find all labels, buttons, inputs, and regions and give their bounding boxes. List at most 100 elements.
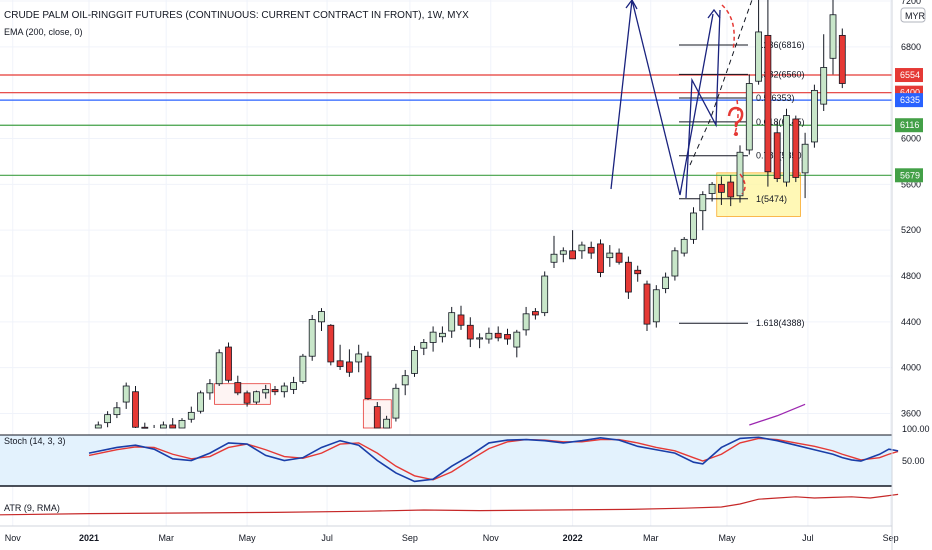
- candle: [755, 0, 762, 85]
- candle: [652, 285, 660, 328]
- fib-label: 1(5474): [756, 194, 787, 204]
- price-tag-6116: 6116: [895, 118, 923, 133]
- price-tick: 6000: [901, 134, 921, 144]
- arrowhead-right: [707, 8, 721, 19]
- chart-header: CRUDE PALM OIL-RINGGIT FUTURES (CONTINUO…: [4, 10, 469, 37]
- ema-line: [749, 403, 806, 426]
- candle: [373, 402, 381, 429]
- fib-label: 1.618(4388): [756, 318, 805, 328]
- candle: [215, 349, 223, 387]
- candle: [113, 402, 121, 419]
- candle: [429, 326, 437, 352]
- candle: [680, 237, 688, 257]
- candle: [438, 326, 446, 343]
- candle: [308, 314, 316, 361]
- candle: [345, 349, 353, 377]
- trend-drawings[interactable]: [610, 0, 753, 199]
- candle: [587, 241, 595, 259]
- fib-label: 0.618(6145): [756, 117, 805, 127]
- red-dashed-arc-1: [721, 4, 735, 51]
- candle: [634, 265, 642, 282]
- candlesticks: [94, 0, 846, 429]
- horizontal-levels[interactable]: [0, 74, 892, 176]
- atr-label: ATR (9, RMA): [4, 503, 60, 513]
- candle: [457, 305, 465, 330]
- candle: [764, 0, 772, 187]
- price-tag-6335: 6335: [895, 93, 923, 108]
- candle: [466, 317, 474, 348]
- candle: [104, 411, 111, 428]
- candle: [522, 306, 530, 336]
- time-axis: Nov 2021 Mar May Jul Sep Nov 2022 Mar May Jul Sep: [0, 525, 899, 543]
- candle: [569, 230, 576, 260]
- candle: [271, 386, 279, 396]
- candle: [476, 333, 484, 349]
- question-mark-dot: [734, 132, 738, 136]
- time-tick: Mar: [643, 533, 659, 543]
- candle: [262, 384, 270, 399]
- candle: [745, 74, 753, 155]
- currency-badge[interactable]: MYR: [900, 7, 926, 23]
- atr-pane: ATR (9, RMA): [0, 493, 899, 516]
- candle: [513, 329, 521, 358]
- stoch-tick-100: 100.00: [902, 424, 930, 434]
- zigzag-arrow-1[interactable]: [610, 0, 714, 196]
- stoch-tick-50: 50.00: [902, 456, 925, 466]
- candle: [541, 271, 549, 317]
- candle: [225, 342, 232, 383]
- candle: [727, 175, 735, 207]
- ema-200-line: [749, 403, 806, 426]
- time-tick: May: [718, 533, 736, 543]
- currency-label: MYR: [905, 11, 926, 21]
- price-tick: 4000: [901, 363, 921, 373]
- candle: [532, 308, 539, 320]
- time-tick: Sep: [402, 533, 418, 543]
- candle: [290, 376, 298, 395]
- time-tick: Jul: [321, 533, 333, 543]
- price-tick: 7200: [901, 0, 921, 6]
- time-tick: Mar: [158, 533, 174, 543]
- candle: [783, 108, 790, 187]
- candle: [364, 351, 372, 400]
- svg-text:6400: 6400: [900, 88, 920, 98]
- candle: [122, 382, 130, 409]
- candle: [643, 280, 651, 332]
- zigzag-arrow-2[interactable]: [685, 9, 721, 199]
- candle: [197, 390, 205, 414]
- candle: [383, 415, 391, 429]
- time-tick: Jul: [802, 533, 814, 543]
- candle: [485, 327, 493, 344]
- candle: [280, 382, 288, 398]
- price-tag-6554: 6554: [895, 68, 923, 83]
- stoch-k-line: [88, 436, 899, 483]
- svg-text:6335: 6335: [900, 95, 920, 105]
- candle: [504, 328, 511, 345]
- candle: [252, 390, 260, 405]
- red-dashed-arc-3: [739, 173, 746, 195]
- candle: [708, 182, 716, 202]
- svg-text:6116: 6116: [900, 120, 919, 130]
- candle: [336, 344, 344, 370]
- candle: [327, 324, 335, 366]
- candle: [597, 239, 604, 278]
- candle: [773, 121, 781, 183]
- price-tick: 4800: [901, 271, 921, 281]
- candle: [559, 247, 567, 263]
- stoch-label: Stoch (14, 3, 3): [4, 436, 66, 446]
- candle: [243, 390, 251, 407]
- time-tick: Sep: [883, 533, 899, 543]
- candle: [811, 84, 818, 148]
- fib-label: 0.236(6816): [756, 40, 805, 50]
- price-tick: 3600: [901, 409, 921, 419]
- candle: [671, 247, 679, 281]
- ema-label: EMA (200, close, 0): [4, 27, 83, 37]
- candle: [206, 379, 214, 400]
- svg-text:6554: 6554: [900, 70, 920, 80]
- fib-label: 0.5(6353): [756, 93, 795, 103]
- candle: [494, 326, 502, 342]
- candle: [606, 245, 614, 267]
- candle: [141, 422, 149, 429]
- candle: [318, 308, 325, 332]
